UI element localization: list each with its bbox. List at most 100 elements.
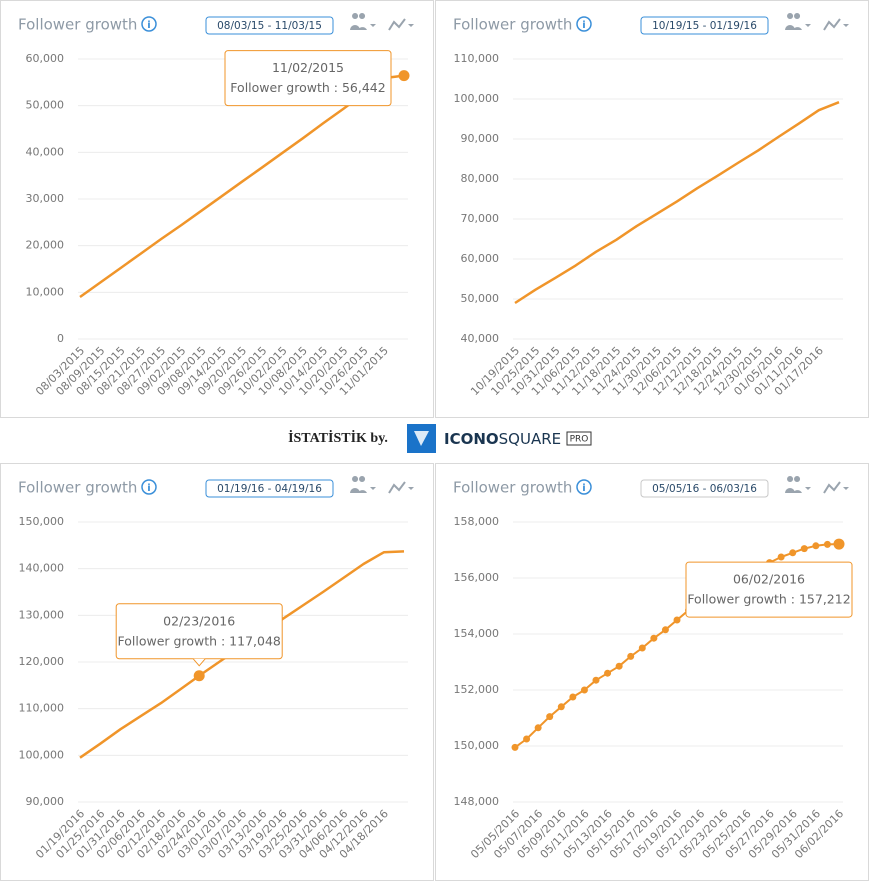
y-tick-label: 158,000 xyxy=(454,515,500,528)
info-icon[interactable] xyxy=(576,16,592,32)
series-line xyxy=(514,101,840,305)
info-icon-mark: i xyxy=(147,20,150,31)
y-tick-label: 60,000 xyxy=(461,252,500,265)
point xyxy=(580,686,588,694)
y-tick-label: 150,000 xyxy=(19,515,65,528)
chart-title: Follower growth xyxy=(453,16,572,34)
point xyxy=(673,616,681,624)
chart-type-caret xyxy=(408,24,414,27)
badge: PRO xyxy=(570,435,589,445)
tooltip-title: 11/02/2015 xyxy=(272,60,344,75)
y-tick-label: 100,000 xyxy=(454,92,500,105)
point xyxy=(569,693,577,701)
chart-panel: Follower growth i 10/19/15 - 01/19/16 40,00… xyxy=(435,0,869,418)
point xyxy=(627,652,635,660)
chart-type-icon[interactable] xyxy=(388,481,406,494)
footer-credit: İSTATİSTİK by. xyxy=(288,429,388,446)
point xyxy=(534,724,542,732)
info-icon-mark: i xyxy=(582,483,585,494)
y-tick-label: 148,000 xyxy=(454,795,500,808)
date-range-button[interactable] xyxy=(640,479,769,498)
point xyxy=(546,713,554,721)
chart-type-icon[interactable] xyxy=(388,18,406,31)
audience-caret xyxy=(805,487,811,490)
info-icon[interactable] xyxy=(141,479,157,495)
tooltip-title: 02/23/2016 xyxy=(163,613,235,628)
point xyxy=(812,542,820,550)
y-tick-label: 120,000 xyxy=(19,655,65,668)
y-tick-label: 156,000 xyxy=(454,571,500,584)
tooltip-text: Follower growth : 56,442 xyxy=(230,80,385,95)
chart-panel: Follower growth i 08/03/15 - 11/03/15 0 10,0… xyxy=(0,0,434,418)
y-tick-label: 10,000 xyxy=(26,285,65,298)
audience-icon[interactable] xyxy=(785,476,802,493)
y-tick-label: 60,000 xyxy=(26,52,65,65)
tooltip-point xyxy=(833,538,845,550)
y-tick-label: 70,000 xyxy=(461,212,500,225)
point xyxy=(638,644,646,652)
tooltip: 06/02/2016 Follower growth : 157,212 xyxy=(685,561,853,618)
y-tick-label: 50,000 xyxy=(26,99,65,112)
tooltip-text: Follower growth : 117,048 xyxy=(118,633,281,648)
point xyxy=(557,703,565,711)
chart-type-caret xyxy=(843,24,849,27)
y-tick-label: 150,000 xyxy=(454,739,500,752)
chart-title: Follower growth xyxy=(18,16,137,34)
audience-caret xyxy=(370,24,376,27)
point xyxy=(800,545,808,553)
tooltip-point xyxy=(193,670,205,682)
y-tick-label: 20,000 xyxy=(26,239,65,252)
tooltip-point xyxy=(398,70,410,82)
y-tick-label: 90,000 xyxy=(461,132,500,145)
y-tick-label: 130,000 xyxy=(19,608,65,621)
panel-border xyxy=(435,0,869,418)
point xyxy=(523,735,531,743)
chart-type-icon[interactable] xyxy=(823,481,841,494)
point xyxy=(661,626,669,634)
tooltip-box xyxy=(685,561,853,618)
date-range: 10/19/15 - 01/19/16 xyxy=(652,20,757,32)
y-tick-label: 152,000 xyxy=(454,683,500,696)
chart-title: Follower growth xyxy=(18,479,137,497)
audience-icon[interactable] xyxy=(350,476,367,493)
y-tick-label: 40,000 xyxy=(461,332,500,345)
y-tick-label: 90,000 xyxy=(26,795,65,808)
info-icon-mark: i xyxy=(582,20,585,31)
tooltip-box xyxy=(115,603,283,660)
info-icon[interactable] xyxy=(141,16,157,32)
date-range: 01/19/16 - 04/19/16 xyxy=(217,483,322,495)
info-icon[interactable] xyxy=(576,479,592,495)
point xyxy=(615,662,623,670)
point xyxy=(823,540,831,548)
point xyxy=(777,553,785,561)
y-tick-label: 30,000 xyxy=(26,192,65,205)
point xyxy=(604,669,612,677)
panel-border xyxy=(0,463,434,881)
date-range: 05/05/16 - 06/03/16 xyxy=(652,483,757,495)
info-icon-mark: i xyxy=(147,483,150,494)
date-range-button[interactable] xyxy=(640,16,769,35)
date-range-button[interactable] xyxy=(205,479,334,498)
tooltip-title: 06/02/2016 xyxy=(733,572,805,587)
chart-panel: Follower growth i 05/05/16 - 06/03/16 148,0… xyxy=(435,463,869,881)
tooltip-box xyxy=(224,50,392,107)
audience-caret xyxy=(805,24,811,27)
y-tick-label: 140,000 xyxy=(19,562,65,575)
tooltip-text: Follower growth : 157,212 xyxy=(687,592,850,607)
brand-logo-shape xyxy=(414,431,429,446)
footer: İSTATİSTİK by. ICONOSQUARE PRO xyxy=(288,424,592,453)
chart-type-icon[interactable] xyxy=(823,18,841,31)
tooltip: 02/23/2016 Follower growth : 117,048 xyxy=(115,603,283,667)
y-tick-label: 154,000 xyxy=(454,627,500,640)
y-tick-label: 40,000 xyxy=(26,145,65,158)
audience-icon[interactable] xyxy=(785,13,802,31)
panel-border xyxy=(435,463,869,881)
chart-type-caret xyxy=(843,487,849,490)
y-tick-label: 50,000 xyxy=(461,292,500,305)
tooltip: 11/02/2015 Follower growth : 56,442 xyxy=(224,50,392,107)
date-range-button[interactable] xyxy=(205,16,334,35)
point xyxy=(789,549,797,557)
audience-icon[interactable] xyxy=(350,13,367,31)
y-tick-label: 110,000 xyxy=(19,702,65,715)
